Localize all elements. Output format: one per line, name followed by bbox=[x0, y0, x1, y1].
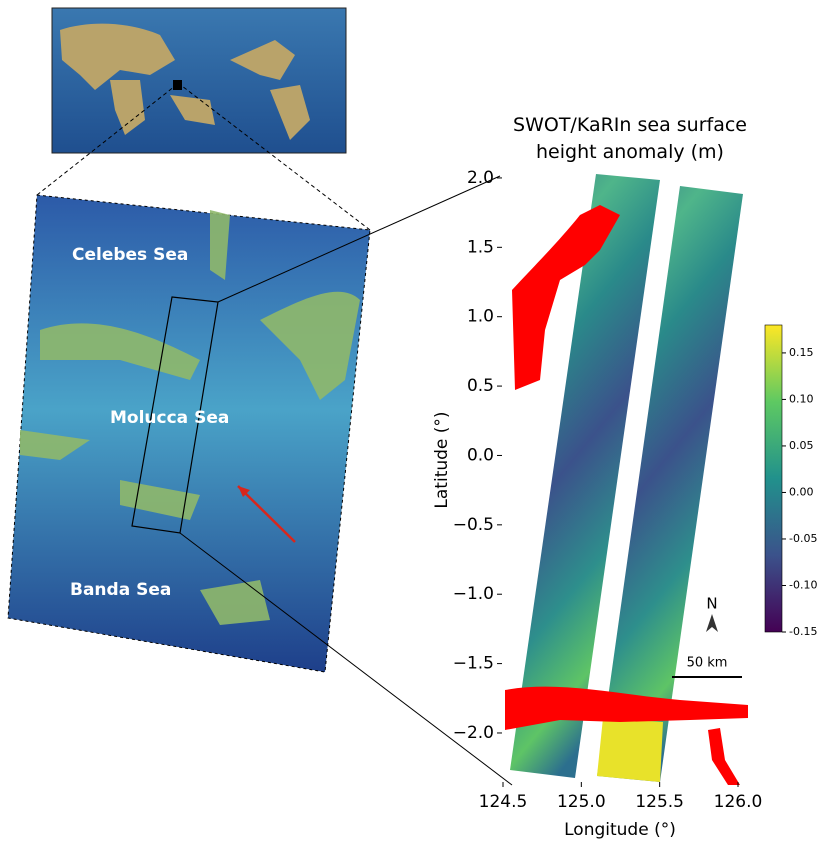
swath-anomaly bbox=[597, 718, 663, 782]
bathymetry-map bbox=[7, 194, 371, 673]
colorbar-tick-label: -0.15 bbox=[789, 625, 817, 638]
x-axis-label: Longitude (°) bbox=[564, 820, 676, 840]
land bbox=[505, 686, 748, 730]
red-arrow bbox=[237, 485, 296, 543]
colorbar-tick-label: 0.00 bbox=[789, 485, 814, 498]
sea-label: Celebes Sea bbox=[72, 245, 188, 265]
x-tick-label: 125.5 bbox=[635, 792, 684, 812]
land bbox=[512, 205, 620, 390]
y-tick-label: 1.0 bbox=[467, 307, 494, 327]
colorbar-tick-label: 0.05 bbox=[789, 439, 814, 452]
y-tick-label: −0.5 bbox=[453, 515, 494, 535]
x-tick-label: 124.5 bbox=[479, 792, 528, 812]
colorbar-tick-label: 0.15 bbox=[789, 346, 814, 359]
x-tick-label: 125.0 bbox=[557, 792, 606, 812]
y-tick-label: −1.5 bbox=[453, 654, 494, 674]
colorbar-tick-label: 0.10 bbox=[789, 392, 814, 405]
swath bbox=[510, 174, 660, 778]
chart-title: SWOT/KaRIn sea surface height anomaly (m… bbox=[513, 114, 747, 163]
continents bbox=[60, 23, 310, 140]
connector bbox=[179, 532, 513, 786]
north-label: N bbox=[706, 595, 717, 613]
sea-label: Banda Sea bbox=[70, 580, 171, 600]
islands bbox=[20, 210, 360, 625]
red-arrowhead bbox=[238, 486, 250, 497]
land bbox=[708, 728, 740, 785]
connector bbox=[217, 175, 501, 303]
y-tick-label: 2.0 bbox=[467, 168, 494, 188]
north-arrow bbox=[706, 614, 718, 632]
connector bbox=[181, 85, 371, 231]
y-tick-label: 0.5 bbox=[467, 376, 494, 396]
colorbar bbox=[764, 324, 783, 633]
swath bbox=[597, 186, 743, 782]
sea-label: Molucca Sea bbox=[110, 408, 229, 428]
y-tick-label: 1.5 bbox=[467, 237, 494, 257]
scale-label: 50 km bbox=[687, 656, 728, 671]
connector bbox=[36, 85, 176, 196]
y-axis-label: Latitude (°) bbox=[432, 411, 452, 508]
region-marker bbox=[173, 80, 182, 90]
colorbar-tick-label: -0.10 bbox=[789, 578, 817, 591]
y-tick-label: −1.0 bbox=[453, 584, 494, 604]
y-tick-label: −2.0 bbox=[453, 723, 494, 743]
colorbar-tick-label: -0.05 bbox=[789, 532, 817, 545]
x-tick-label: 126.0 bbox=[714, 792, 763, 812]
y-tick-label: 0.0 bbox=[467, 445, 494, 465]
